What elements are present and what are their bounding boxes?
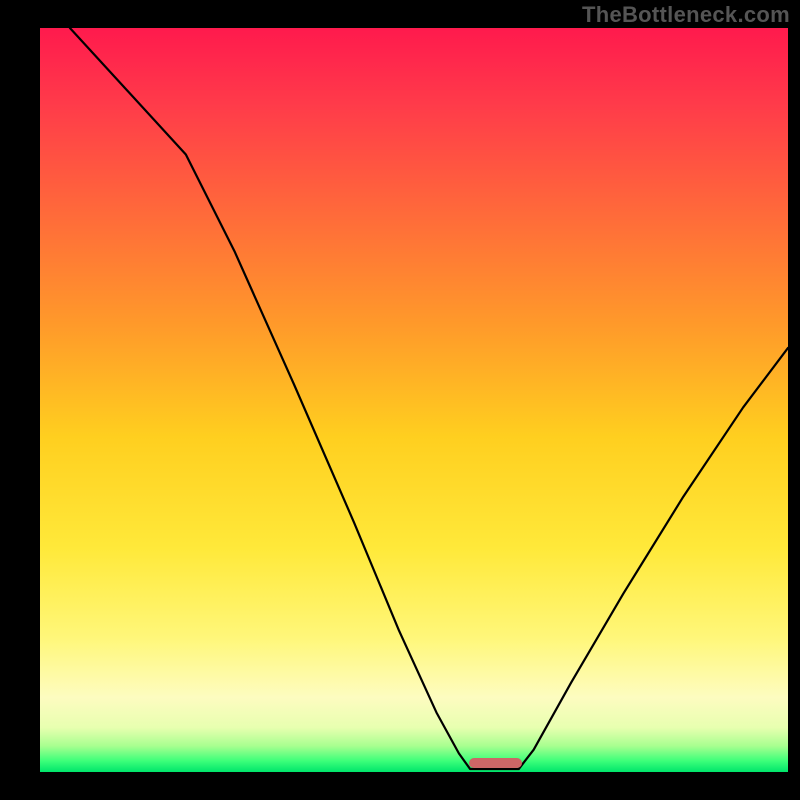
plot-area — [40, 28, 788, 772]
watermark-text: TheBottleneck.com — [582, 2, 790, 28]
optimal-range-marker — [469, 758, 521, 768]
plot-svg — [40, 28, 788, 772]
gradient-background — [40, 28, 788, 772]
chart-container: TheBottleneck.com — [0, 0, 800, 800]
